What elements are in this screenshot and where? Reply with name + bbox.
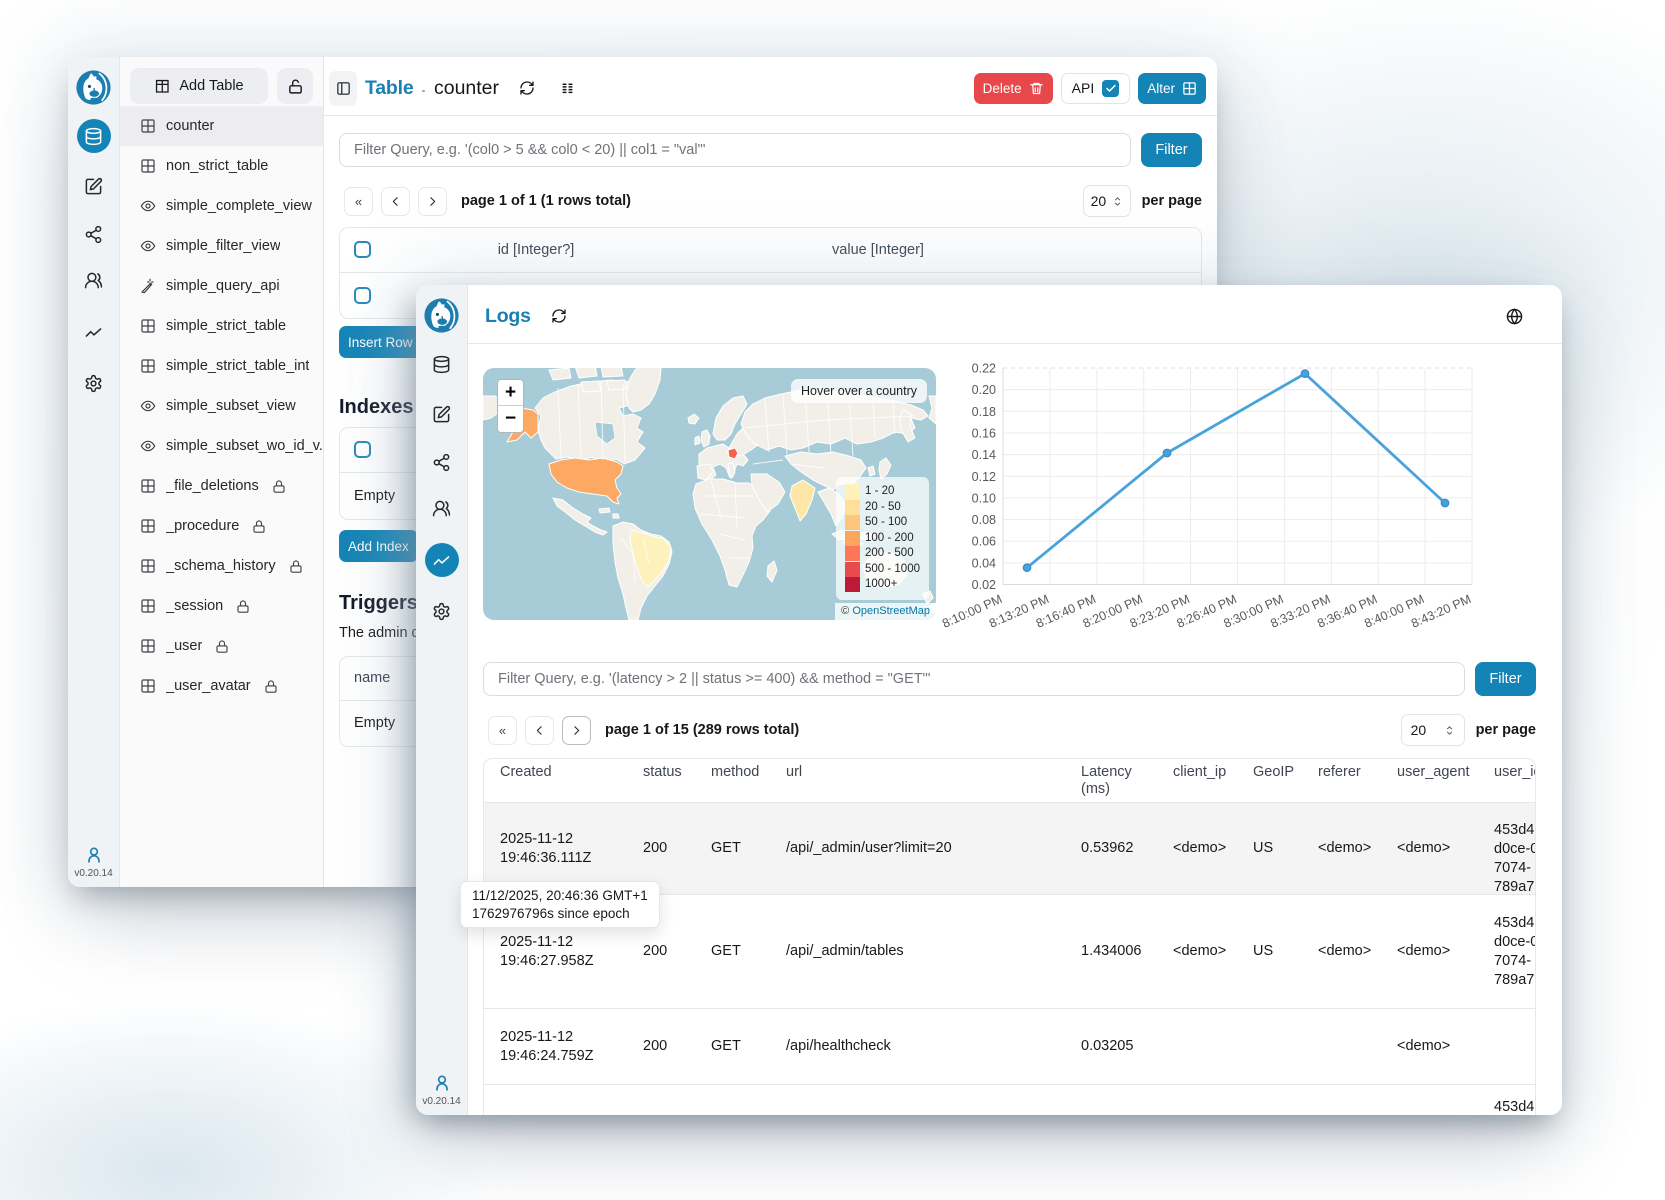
svg-text:0.08: 0.08 — [972, 513, 996, 527]
svg-text:0.06: 0.06 — [972, 535, 996, 549]
svg-text:0.12: 0.12 — [972, 470, 996, 484]
svg-text:0.18: 0.18 — [972, 405, 996, 419]
svg-text:0.22: 0.22 — [972, 362, 996, 376]
svg-text:0.04: 0.04 — [972, 556, 996, 570]
svg-text:0.16: 0.16 — [972, 427, 996, 441]
svg-text:0.20: 0.20 — [972, 383, 996, 397]
svg-text:0.02: 0.02 — [972, 578, 996, 592]
svg-text:0.10: 0.10 — [972, 491, 996, 505]
svg-text:0.14: 0.14 — [972, 448, 996, 462]
